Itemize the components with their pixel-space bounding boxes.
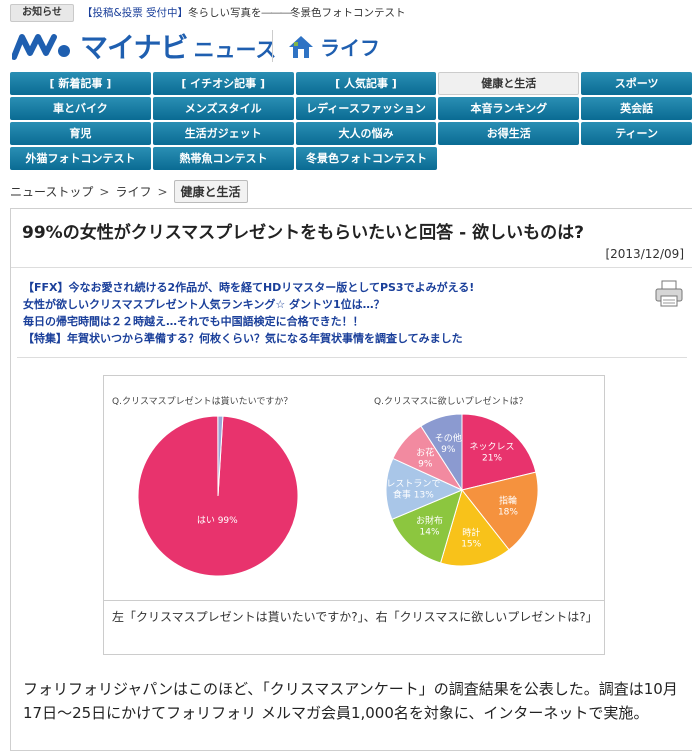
nav-row: 育児 生活ガジェット 大人の悩み お得生活 ティーン <box>10 122 692 145</box>
figure-caption: 左「クリスマスプレゼントは貰いたいですか?」、右「クリスマスに欲しいプレゼントは… <box>112 610 598 624</box>
breadcrumb-current: 健康と生活 <box>173 180 248 203</box>
logo-text: マイナビ <box>80 31 188 64</box>
pie-slice <box>386 457 464 521</box>
nav-adult-worries[interactable]: 大人の悩み <box>295 122 437 145</box>
nav-ranking[interactable]: 本音ランキング <box>438 97 580 120</box>
notice-text: 【投稿&投票 受付中】冬らしい写真を―――冬景色フォトコンテスト <box>82 5 406 20</box>
nav-english[interactable]: 英会話 <box>581 97 692 120</box>
logo-mark-icon <box>12 34 70 60</box>
pie-data-label: ネックレス 21% <box>470 441 515 463</box>
logo-sub: ニュース <box>193 38 277 62</box>
chart1-title: Q.クリスマスプレゼントは貰いたいですか？ <box>112 397 293 407</box>
related-link[interactable]: 女性が欲しいクリスマスプレゼント人気ランキング☆ ダントツ1位は…？ <box>23 298 385 311</box>
figure-caption-box: 左「クリスマスプレゼントは貰いたいですか?」、右「クリスマスに欲しいプレゼントは… <box>104 600 604 655</box>
nav-sports[interactable]: スポーツ <box>581 72 692 95</box>
header-divider <box>272 30 273 62</box>
nav-deals[interactable]: お得生活 <box>438 122 580 145</box>
pie-slice <box>420 414 463 492</box>
article-title: 99%の女性がクリスマスプレゼントをもらいたいと回答 - 欲しいものは? <box>22 223 584 243</box>
nav-ladies[interactable]: レディースファッション <box>295 97 437 120</box>
figure: Q.クリスマスプレゼントは貰いたいですか？ Q.クリスマスに欲しいプレゼントは？… <box>103 375 605 655</box>
related-link[interactable]: 【FFX】今なお愛され続ける2作品が、時を経てHDリマスター版としてPS3でよみ… <box>23 281 475 294</box>
breadcrumb-life[interactable]: ライフ <box>115 185 152 199</box>
notice-text-pre: 冬らしい写真を <box>188 7 262 19</box>
related-link[interactable]: 毎日の帰宅時間は２２時越え…それでも中国語検定に合格できた！！ <box>23 315 364 328</box>
nav-row: 車とバイク メンズスタイル レディースファッション 本音ランキング 英会話 <box>10 97 692 120</box>
title-divider <box>11 267 692 268</box>
site-header: マイナビ ニュース ライフ <box>0 24 692 68</box>
chart2-title: Q.クリスマスに欲しいプレゼントは？ <box>374 397 528 407</box>
related-link[interactable]: 【特集】年賀状いつから準備する？何枚くらい？気になる年賀状事情を調査してみました <box>23 332 463 345</box>
breadcrumb-news-top[interactable]: ニューストップ <box>10 185 94 199</box>
pie-data-label: はい 99% <box>197 515 238 526</box>
pie-data-label: お花 9% <box>416 447 434 470</box>
article: 99%の女性がクリスマスプレゼントをもらいたいと回答 - 欲しいものは? [20… <box>10 208 692 751</box>
pie-slice <box>461 471 538 551</box>
breadcrumb-separator: > <box>99 184 110 199</box>
pie-data-label: お財布 14% <box>416 515 443 538</box>
section-title: ライフ <box>320 36 380 60</box>
nav-row: 外猫フォトコンテスト 熱帯魚コンテスト 冬景色フォトコンテスト <box>10 147 692 170</box>
printer-icon[interactable] <box>654 279 684 309</box>
nav-cat-photo[interactable]: 外猫フォトコンテスト <box>10 147 151 170</box>
pie-data-label: 指輪 18% <box>498 494 518 517</box>
notice-link[interactable]: 【投稿&投票 受付中】 <box>82 7 189 19</box>
pie-slice <box>439 488 510 566</box>
pie-chart-wanted-items: ネックレス 21% 指輪 18% 時計 15% お財布 14% レストランで食事 13% お花 9%… <box>386 414 538 566</box>
nav-winter-photo[interactable]: 冬景色フォトコンテスト <box>296 147 437 170</box>
nav-cars[interactable]: 車とバイク <box>10 97 151 120</box>
article-date: [2013/12/09] <box>605 247 684 261</box>
nav-popular[interactable]: [ 人気記事 ] <box>295 72 437 95</box>
section-logo[interactable]: ライフ <box>288 32 380 61</box>
pie-data-label: その他 9% <box>435 432 462 455</box>
notice-tag: お知らせ <box>10 4 74 22</box>
nav-fish-contest[interactable]: 熱帯魚コンテスト <box>153 147 294 170</box>
nav-childcare[interactable]: 育児 <box>10 122 151 145</box>
pie-data-label: 時計 15% <box>461 526 481 549</box>
notice-text-post[interactable]: 冬景色フォトコンテスト <box>290 7 406 19</box>
nav-new[interactable]: [ 新着記事 ] <box>10 72 151 95</box>
breadcrumb: ニューストップ > ライフ > 健康と生活 <box>10 180 248 203</box>
notice-dash: ――― <box>261 7 291 19</box>
nav-mens[interactable]: メンズスタイル <box>152 97 294 120</box>
article-body: フォリフォリジャパンはこのほど、「クリスマスアンケート」の調査結果を公表した。調… <box>23 680 678 722</box>
notice-bar: お知らせ 【投稿&投票 受付中】冬らしい写真を―――冬景色フォトコンテスト <box>0 0 692 22</box>
house-icon <box>289 35 313 58</box>
pie-slice <box>391 489 463 564</box>
pie-data-label: レストランで食事 13% <box>386 479 440 501</box>
pie-chart-want-present: はい 99% <box>138 416 298 576</box>
nav-health[interactable]: 健康と生活 <box>438 72 580 95</box>
pie-slice <box>217 416 224 497</box>
nav-pickup[interactable]: [ イチオシ記事 ] <box>152 72 294 95</box>
nav-row: [ 新着記事 ] [ イチオシ記事 ] [ 人気記事 ] 健康と生活 スポーツ <box>10 72 692 95</box>
nav-teen[interactable]: ティーン <box>581 122 692 145</box>
related-links: 【FFX】今なお愛され続ける2作品が、時を経てHDリマスター版としてPS3でよみ… <box>23 279 474 347</box>
pie-slice <box>461 414 537 491</box>
category-nav: [ 新着記事 ] [ イチオシ記事 ] [ 人気記事 ] 健康と生活 スポーツ … <box>10 72 692 172</box>
site-logo[interactable]: マイナビ ニュース <box>12 29 277 64</box>
links-divider <box>17 357 687 358</box>
breadcrumb-separator: > <box>157 184 168 199</box>
nav-gadget[interactable]: 生活ガジェット <box>152 122 294 145</box>
